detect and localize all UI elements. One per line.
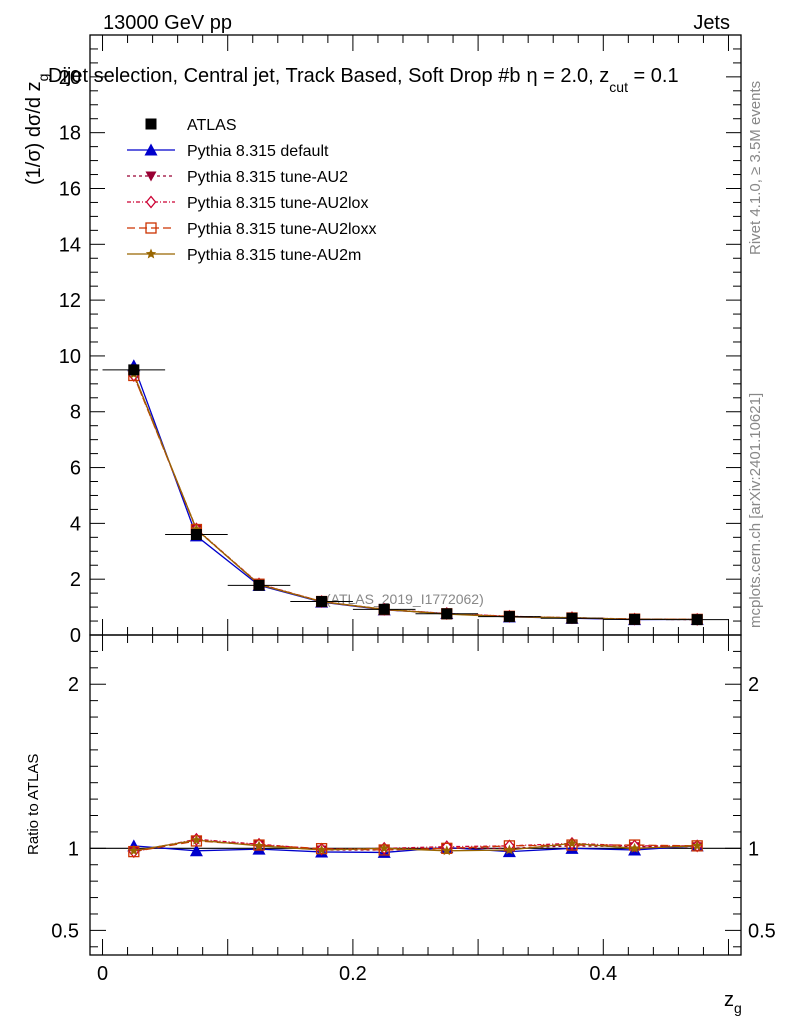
ratio-tick-label-right: 2 [748,674,759,696]
atlas-data-point [190,529,202,541]
atlas-data-point [503,611,515,623]
mcplots-label: mcplots.cern.ch [arXiv:2401.10621] [747,393,764,628]
legend-label: Pythia 8.315 default [187,143,329,160]
y-tick-label: 18 [59,123,81,145]
legend-marker [145,222,157,234]
y-tick-label: 8 [70,402,81,424]
legend-label: Pythia 8.315 tune-AU2m [187,247,361,264]
atlas-data-point [316,596,328,608]
plot-title-sub: cut [609,79,628,95]
ratio-series-group [127,832,704,859]
ratio-data-point [378,842,390,853]
atlas-data-point [128,364,140,376]
ratio-data-point [191,834,202,845]
ratio-data-point [315,843,328,855]
ratio-data-point [566,837,578,848]
ratio-tick-label-right: 1 [748,838,759,860]
legend-marker [145,171,157,182]
ratio-data-point [128,845,140,856]
legend-marker [145,195,157,209]
ratio-data-point [441,842,453,854]
rivet-label: Rivet 4.1.0, ≥ 3.5M events [747,81,764,255]
plot-title: Dijet selection, Central jet, Track Base… [48,65,679,95]
y-tick-label: 6 [70,458,81,480]
ratio-data-point [441,845,453,856]
x-tick-label: 0.4 [589,963,617,985]
atlas-data-point [378,603,390,615]
analysis-label: (ATLAS_2019_I1772062) [326,591,484,607]
atlas-data-point [253,579,265,591]
y-tick-label: 14 [59,234,81,256]
ratio-data-point [189,844,203,857]
y-tick-label: 20 [59,67,81,89]
legend-label: ATLAS [187,117,237,134]
legend-label: Pythia 8.315 tune-AU2loxx [187,221,376,238]
ratio-data-point [629,842,640,853]
header-left-label: 13000 GeV pp [103,12,232,34]
atlas-data-point [629,613,641,625]
ratio-plot-frame [89,634,742,956]
y-tick-label: 4 [70,513,81,535]
plot-title-main: Dijet selection, Central jet, Track Base… [48,65,520,87]
ratio-tick-label: 1 [68,838,79,860]
legend-marker [145,248,157,259]
ratio-tick-label-right: 0.5 [748,920,776,942]
y-tick-label: 2 [70,569,81,591]
header-right-label: Jets [693,12,730,34]
atlas-data-point [566,612,578,624]
main-series-group [102,359,729,626]
ratio-tick-label: 2 [68,674,79,696]
ratio-data-point [253,839,265,851]
legend: ATLAS Pythia 8.315 default Pythia 8.315 tu… [127,117,376,264]
atlas-data-point [691,614,703,626]
ratio-axis-title: Ratio to ATLAS [25,754,42,855]
ratio-tick-label: 0.5 [51,920,79,942]
y-tick-label: 0 [70,625,81,647]
x-axis-title: zg [724,989,742,1016]
series-line [133,373,698,621]
y-tick-label: 10 [59,346,81,368]
atlas-data-point [441,608,453,620]
ratio-data-point [504,844,515,855]
plot-title-end: = 0.1 [628,65,679,87]
ratio-data-point [691,840,703,851]
plot-title-tail: η = 2.0, z [526,65,609,87]
legend-label: Pythia 8.315 tune-AU2lox [187,195,368,212]
legend-marker [144,143,158,156]
ratio-data-point [316,844,327,855]
y-axis-title: (1/σ) dσ/d zg [23,74,51,185]
y-tick-label: 12 [59,290,81,312]
ratio-axis-ticks: 0 0.2 0.4 0.5 0.5 1 1 2 2 [51,635,776,985]
x-tick-label: 0 [97,963,108,985]
legend-marker [145,118,157,130]
ratio-data-point [253,840,265,851]
x-tick-label: 0.2 [339,963,367,985]
legend-label: Pythia 8.315 tune-AU2 [187,169,348,186]
ratio-series-line [133,839,698,852]
y-tick-label: 16 [59,178,81,200]
